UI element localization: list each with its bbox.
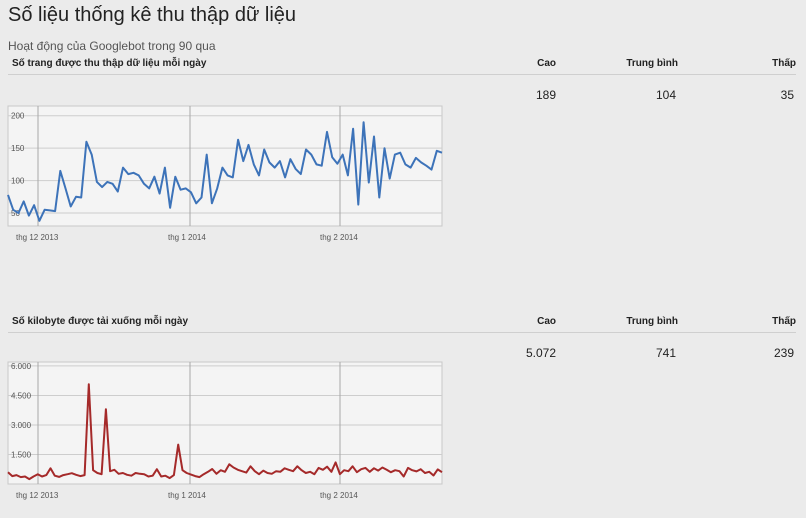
col-head-high: Cao	[537, 316, 556, 327]
y-tick-label: 1.500	[11, 450, 32, 459]
page-title: Số liệu thống kê thu thập dữ liệu	[8, 4, 297, 26]
y-tick-label: 50	[11, 209, 20, 218]
y-tick-label: 3.000	[11, 421, 32, 430]
y-tick-label: 4.500	[11, 391, 32, 400]
value-average: 741	[655, 346, 676, 360]
col-head-low: Thấp	[772, 58, 796, 69]
pages-crawled-section: Số trang được thu thập dữ liệu mỗi ngày …	[0, 58, 806, 238]
kilobytes-downloaded-section: Số kilobyte được tải xuống mỗi ngày Cao …	[0, 316, 806, 496]
x-tick-label: thg 2 2014	[320, 491, 358, 500]
y-tick-label: 150	[11, 144, 25, 153]
x-tick-label: thg 2 2014	[320, 233, 358, 242]
col-head-average: Trung bình	[626, 316, 678, 327]
series-line	[7, 383, 443, 481]
section-label: Số kilobyte được tải xuống mỗi ngày	[12, 316, 189, 327]
section-header: Số trang được thu thập dữ liệu mỗi ngày …	[8, 58, 796, 75]
x-tick-label: thg 1 2014	[168, 233, 206, 242]
col-head-average: Trung bình	[626, 58, 678, 69]
plot-area	[7, 361, 443, 485]
value-high: 5.072	[525, 346, 556, 360]
col-head-low: Thấp	[772, 316, 796, 327]
col-head-high: Cao	[537, 58, 556, 69]
value-average: 104	[655, 88, 676, 102]
y-tick-label: 200	[11, 112, 25, 121]
page-subtitle: Hoạt động của Googlebot trong 90 qua	[8, 39, 216, 53]
x-tick-label: thg 12 2013	[16, 491, 59, 500]
x-tick-label: thg 1 2014	[168, 491, 206, 500]
value-low: 35	[780, 88, 794, 102]
y-tick-label: 100	[11, 177, 25, 186]
y-tick-label: 6.000	[11, 362, 32, 371]
value-low: 239	[773, 346, 794, 360]
pages-crawled-chart: 200 150 100 50 thg 12 2013 thg 1 2014 thg 2 20…	[7, 105, 443, 242]
x-tick-label: thg 12 2013	[16, 233, 59, 242]
kilobytes-downloaded-chart: 6.000 4.500 3.000 1.500 thg 12 2013 thg 1 201…	[7, 361, 443, 500]
series-line	[7, 121, 443, 222]
section-label: Số trang được thu thập dữ liệu mỗi ngày	[12, 58, 207, 69]
section-header: Số kilobyte được tải xuống mỗi ngày Cao …	[8, 316, 796, 333]
value-high: 189	[535, 88, 556, 102]
